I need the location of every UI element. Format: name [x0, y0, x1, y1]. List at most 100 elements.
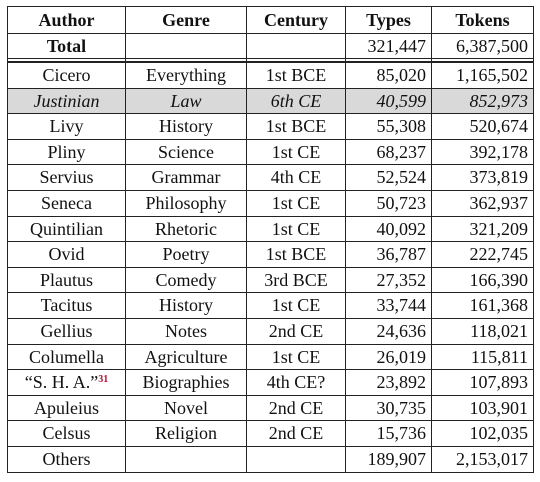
- cell-century: 6th CE: [246, 87, 346, 115]
- cell-author: Celsus: [7, 420, 126, 447]
- cell-genre-text: Rhetoric: [155, 218, 217, 239]
- cell-author: Cicero: [7, 61, 126, 89]
- cell-tokens-text: 520,674: [469, 116, 529, 137]
- cell-tokens: 107,893: [431, 369, 534, 396]
- cell-genre-text: Religion: [155, 423, 217, 444]
- cell-author: Livy: [7, 113, 126, 140]
- cell-author: Gellius: [7, 317, 126, 345]
- table-row: Apuleius Novel 2nd CE 30,735 103,901: [7, 394, 534, 422]
- cell-author: Servius: [7, 164, 126, 191]
- cell-types-text: 40,092: [376, 218, 427, 239]
- total-row: Total 321,447 6,387,500: [7, 33, 534, 59]
- total-genre: [125, 33, 247, 59]
- cell-types: 33,744: [345, 292, 432, 319]
- corpus-author-table: Author Genre Century Types Tokens Total …: [7, 6, 534, 473]
- cell-tokens: 321,209: [431, 215, 534, 243]
- table-row: Seneca Philosophy 1st CE 50,723 362,937: [7, 189, 534, 217]
- cell-author: Justinian: [7, 87, 126, 115]
- header-types: Types: [345, 6, 432, 34]
- cell-century-text: 1st BCE: [265, 244, 327, 265]
- total-century: [246, 33, 346, 59]
- cell-genre-text: Comedy: [155, 269, 217, 290]
- cell-tokens: 2,153,017: [431, 445, 534, 473]
- table-row: “S. H. A.”31 Biographies 4th CE? 23,892 107,…: [7, 369, 534, 396]
- cell-types-text: 15,736: [376, 423, 427, 444]
- cell-century: 1st CE: [246, 138, 346, 166]
- cell-author: Ovid: [7, 241, 126, 268]
- header-row: Author Genre Century Types Tokens: [7, 6, 534, 34]
- total-types: 321,447: [345, 33, 432, 59]
- cell-tokens-text: 166,390: [469, 269, 529, 290]
- cell-author-text: Gellius: [40, 320, 93, 341]
- cell-genre: Notes: [125, 317, 247, 345]
- cell-author-text: Tacitus: [40, 295, 93, 316]
- cell-author-text: Cicero: [42, 65, 91, 85]
- cell-century: 2nd CE: [246, 317, 346, 345]
- cell-author-text: Others: [42, 448, 91, 469]
- cell-author-text: Seneca: [41, 192, 92, 213]
- table-row: Justinian Law 6th CE 40,599 852,973: [7, 87, 534, 115]
- table-row: Tacitus History 1st CE 33,744 161,368: [7, 292, 534, 319]
- cell-types-text: 50,723: [376, 192, 427, 213]
- cell-types: 24,636: [345, 317, 432, 345]
- cell-types: 15,736: [345, 420, 432, 447]
- cell-tokens-text: 2,153,017: [456, 448, 528, 469]
- cell-tokens: 161,368: [431, 292, 534, 319]
- cell-types-text: 40,599: [376, 90, 427, 111]
- cell-tokens-text: 362,937: [469, 192, 529, 213]
- cell-tokens-text: 222,745: [469, 244, 529, 265]
- cell-genre: History: [125, 292, 247, 319]
- cell-tokens: 1,165,502: [431, 61, 534, 89]
- cell-author-text: Plautus: [39, 269, 93, 290]
- cell-tokens-text: 107,893: [469, 372, 529, 393]
- cell-tokens-text: 852,973: [469, 90, 529, 111]
- table-row: Servius Grammar 4th CE 52,524 373,819: [7, 164, 534, 191]
- cell-century-text: 1st CE: [271, 192, 321, 213]
- cell-century: 2nd CE: [246, 394, 346, 422]
- cell-genre-text: Philosophy: [145, 192, 227, 213]
- cell-author: Seneca: [7, 189, 126, 217]
- cell-author: Columella: [7, 343, 126, 371]
- header-tokens: Tokens: [431, 6, 534, 34]
- separator-row: [7, 58, 534, 63]
- cell-tokens-text: 373,819: [469, 167, 529, 188]
- cell-tokens-text: 1,165,502: [456, 65, 528, 85]
- cell-genre: Biographies: [125, 369, 247, 396]
- cell-genre-text: Poetry: [162, 244, 210, 265]
- cell-author: Quintilian: [7, 215, 126, 243]
- cell-tokens: 392,178: [431, 138, 534, 166]
- cell-types: 40,599: [345, 87, 432, 115]
- cell-author: “S. H. A.”31: [7, 369, 126, 396]
- cell-century-text: 2nd CE: [268, 397, 324, 418]
- cell-types-text: 52,524: [376, 167, 427, 188]
- footnote-marker[interactable]: 31: [98, 374, 109, 386]
- cell-tokens: 166,390: [431, 266, 534, 294]
- table-row: Plautus Comedy 3rd BCE 27,352 166,390: [7, 266, 534, 294]
- cell-types-text: 36,787: [376, 244, 427, 265]
- cell-century: 1st BCE: [246, 241, 346, 268]
- cell-author: Plautus: [7, 266, 126, 294]
- cell-author-text: Quintilian: [30, 218, 103, 239]
- cell-genre: [125, 445, 247, 473]
- cell-genre-text: Novel: [164, 397, 208, 418]
- cell-types-text: 24,636: [376, 320, 427, 341]
- cell-author-text: Justinian: [33, 90, 100, 111]
- total-tokens: 6,387,500: [431, 33, 534, 59]
- cell-genre: Poetry: [125, 241, 247, 268]
- cell-types-text: 33,744: [376, 295, 427, 316]
- cell-author: Apuleius: [7, 394, 126, 422]
- cell-types: 85,020: [345, 61, 432, 89]
- cell-types: 27,352: [345, 266, 432, 294]
- cell-types: 50,723: [345, 189, 432, 217]
- cell-tokens: 520,674: [431, 113, 534, 140]
- cell-types-text: 23,892: [376, 372, 427, 393]
- cell-types-text: 26,019: [376, 346, 427, 367]
- cell-author-text: “S. H. A.”: [24, 372, 99, 393]
- cell-genre: Science: [125, 138, 247, 166]
- cell-types: 30,735: [345, 394, 432, 422]
- cell-genre-text: Grammar: [151, 167, 221, 188]
- cell-genre: Comedy: [125, 266, 247, 294]
- cell-century-text: 1st BCE: [265, 65, 327, 85]
- cell-genre: Rhetoric: [125, 215, 247, 243]
- cell-author-text: Columella: [29, 346, 104, 367]
